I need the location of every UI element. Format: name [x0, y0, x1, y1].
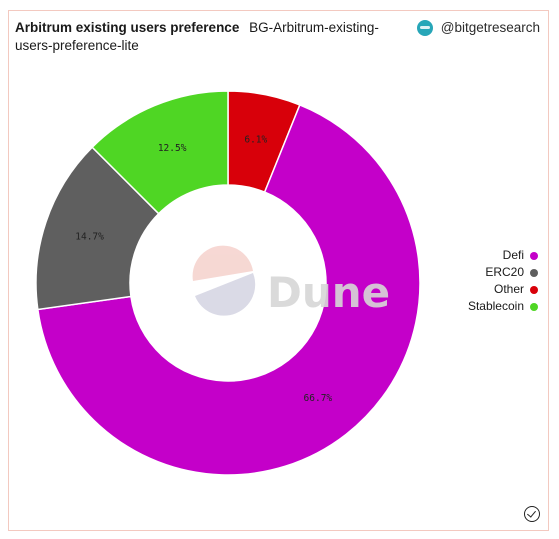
author-handle-text: @bitgetresearch: [440, 20, 540, 35]
legend-label: Defi: [502, 248, 524, 262]
chart-card: Arbitrum existing users preference BG-Ar…: [8, 10, 549, 531]
slice-stablecoin[interactable]: [91, 90, 229, 215]
chart-header: Arbitrum existing users preference BG-Ar…: [15, 19, 395, 55]
slice-label-defi: 66.7%: [304, 393, 333, 404]
legend-swatch-icon: [530, 268, 538, 277]
slices-group: [35, 90, 421, 476]
legend-item-defi[interactable]: Defi: [468, 247, 538, 264]
check-circle-icon[interactable]: [524, 506, 540, 522]
chart-title: Arbitrum existing users preference: [15, 20, 240, 35]
donut-chart: Dune 6.1% 66.7% 14.7% 12.5%: [35, 90, 421, 476]
labels-group: 6.1% 66.7% 14.7% 12.5%: [75, 135, 332, 404]
query-name[interactable]: BG-Arbitrum-existing-users-preference-li…: [15, 20, 379, 53]
author-avatar-icon: [416, 20, 433, 36]
slice-defi[interactable]: [36, 103, 421, 476]
dune-logo-top: [192, 245, 253, 281]
legend-swatch-icon: [530, 302, 538, 311]
dune-watermark-text: Dune: [267, 268, 390, 317]
legend-item-stablecoin[interactable]: Stablecoin: [468, 298, 538, 315]
author-handle[interactable]: @bitgetresearch: [416, 19, 540, 37]
legend-label: ERC20: [485, 265, 524, 279]
legend-item-erc20[interactable]: ERC20: [468, 264, 538, 281]
legend-label: Other: [493, 282, 524, 296]
legend-label: Stablecoin: [467, 299, 524, 313]
slice-erc20[interactable]: [35, 146, 160, 311]
slice-label-erc20: 14.7%: [75, 232, 104, 243]
slice-label-other: 6.1%: [244, 135, 267, 146]
dune-watermark: Dune: [192, 245, 390, 317]
chart-legend: Defi ERC20 Other Stablecoin: [468, 247, 538, 315]
dune-logo-bottom: [195, 273, 256, 316]
legend-swatch-icon: [530, 251, 538, 260]
slice-label-stablecoin: 12.5%: [158, 143, 187, 154]
legend-swatch-icon: [530, 285, 538, 294]
legend-item-other[interactable]: Other: [468, 281, 538, 298]
